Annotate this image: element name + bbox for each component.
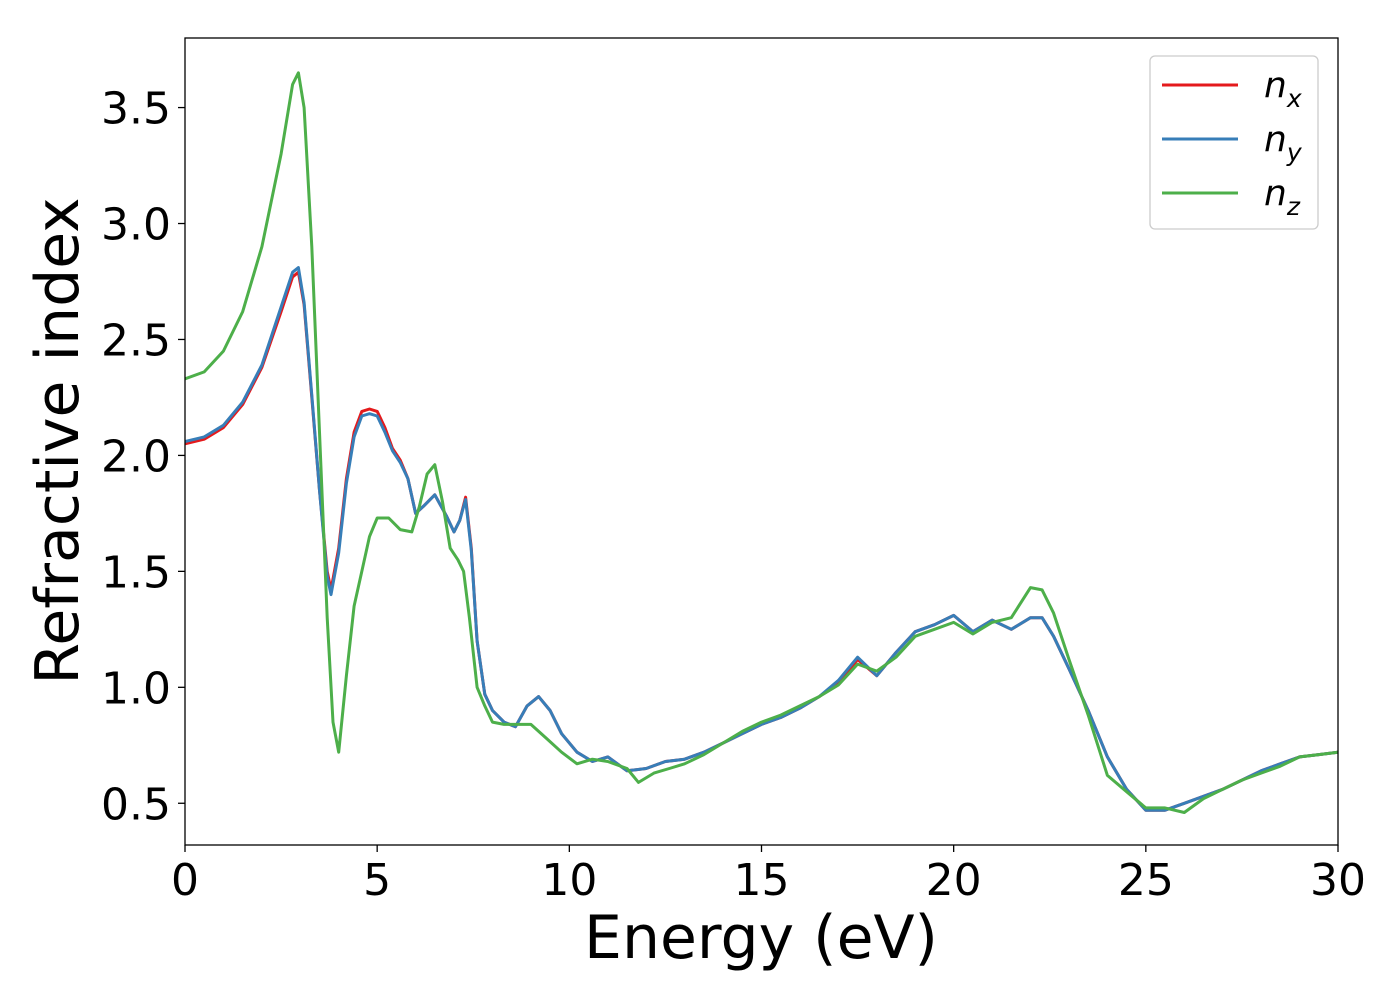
y-axis-title: Refractive index [23,197,93,684]
legend-label-subscript: x [1286,84,1302,113]
series-layer [185,71,1338,814]
x-tick-label: 25 [1118,855,1174,906]
x-tick-label: 20 [926,855,982,906]
x-tick-label: 5 [363,855,391,906]
legend-label-base: n [1264,173,1287,214]
y-tick-label: 0.5 [101,779,171,830]
series-line-z [185,71,1338,814]
legend-label-subscript: z [1286,192,1301,221]
legend-label-x: nx [1264,65,1302,113]
x-tick-label: 0 [171,855,199,906]
y-tick-label: 1.0 [101,663,171,714]
y-axis-ticks: 0.5 1.0 1.5 2.0 2.5 3.0 3.5 [101,84,185,830]
x-tick-label: 10 [541,855,597,906]
legend-label-y: ny [1264,119,1303,167]
legend-label-z: nz [1264,173,1301,221]
y-tick-label: 3.5 [101,84,171,135]
legend-label-subscript: y [1286,138,1303,167]
legend-label-base: n [1264,65,1287,106]
y-tick-label: 1.5 [101,547,171,598]
legend-box [1149,55,1319,230]
x-axis-ticks: 0 5 10 15 20 25 30 [171,845,1366,906]
x-axis-title: Energy (eV) [584,903,938,973]
y-tick-label: 2.0 [101,431,171,482]
x-tick-label: 15 [734,855,790,906]
y-tick-label: 2.5 [101,315,171,366]
y-tick-label: 3.0 [101,200,171,251]
legend-label-base: n [1264,119,1287,160]
x-tick-label: 30 [1310,855,1366,906]
